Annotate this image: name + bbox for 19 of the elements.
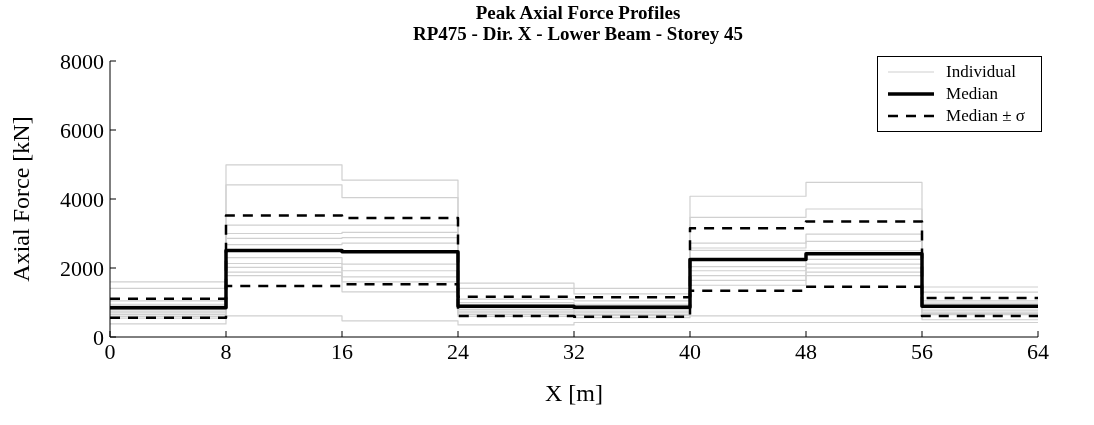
x-tick-label: 64 (1027, 338, 1049, 364)
chart-subtitle: RP475 - Dir. X - Lower Beam - Storey 45 (412, 23, 744, 44)
legend-label: Median ± σ (946, 106, 1025, 126)
x-tick-label: 24 (447, 338, 469, 364)
y-tick-label: 4000 (60, 186, 104, 212)
y-axis-title: Axial Force [kN] (7, 116, 34, 282)
x-tick-label: 16 (331, 338, 353, 364)
x-tick-label: 32 (563, 338, 585, 364)
legend-label: Individual (946, 62, 1016, 82)
x-tick-label: 56 (911, 338, 933, 364)
x-tick-label: 48 (795, 338, 817, 364)
y-tick-label: 2000 (60, 255, 104, 281)
x-tick-label: 8 (220, 338, 232, 364)
y-tick-label: 8000 (60, 48, 104, 74)
chart-title: Peak Axial Force Profiles (474, 2, 682, 23)
y-tick-label: 6000 (60, 117, 104, 143)
x-axis-title: X [m] (545, 380, 603, 406)
x-tick-label: 40 (679, 338, 701, 364)
legend-label: Median (946, 84, 998, 104)
